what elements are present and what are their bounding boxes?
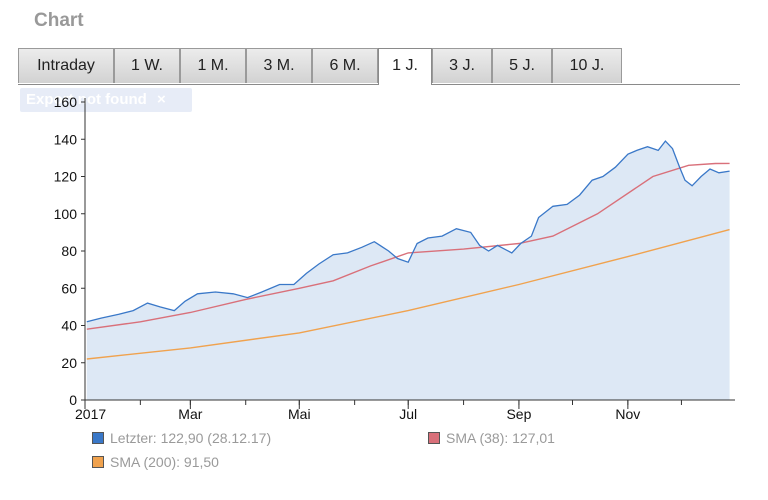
legend-swatch-sma38 bbox=[428, 432, 440, 444]
legend-label-letzter: Letzter: 122,90 (28.12.17) bbox=[110, 430, 272, 446]
chart-heading: Chart bbox=[34, 10, 84, 31]
export-error-text: Export not found bbox=[26, 91, 147, 108]
sma200-line bbox=[86, 228, 730, 360]
export-error-badge: Export not found × bbox=[20, 88, 192, 112]
legend-item-sma200[interactable]: SMA (200): 91,50 bbox=[92, 454, 219, 470]
y-tick-label: 20 bbox=[61, 355, 77, 371]
tab-intraday[interactable]: Intraday bbox=[18, 48, 114, 83]
legend-item-letzter[interactable]: Letzter: 122,90 (28.12.17) bbox=[92, 430, 271, 446]
x-tick-label: Jul bbox=[399, 406, 417, 422]
price-area-fill bbox=[86, 141, 730, 400]
tab-5-j[interactable]: 5 J. bbox=[492, 48, 552, 83]
price-line bbox=[86, 140, 730, 323]
legend-item-sma38[interactable]: SMA (38): 127,01 bbox=[428, 430, 555, 446]
y-tick-label: 80 bbox=[61, 243, 77, 259]
close-icon[interactable]: × bbox=[156, 91, 166, 108]
x-tick-label: Mar bbox=[178, 406, 202, 422]
y-tick-label: 120 bbox=[54, 169, 78, 185]
y-tick-label: 0 bbox=[69, 392, 77, 408]
tab-1-w[interactable]: 1 W. bbox=[114, 48, 180, 83]
sma38-line bbox=[86, 162, 730, 330]
legend-label-sma38: SMA (38): 127,01 bbox=[446, 430, 555, 446]
x-tick-label: Mai bbox=[288, 406, 311, 422]
tab-3-m[interactable]: 3 M. bbox=[246, 48, 312, 83]
y-tick-label: 140 bbox=[54, 131, 78, 147]
legend-swatch-sma200 bbox=[92, 456, 104, 468]
y-tick-label: 40 bbox=[61, 318, 77, 334]
tab-3-j[interactable]: 3 J. bbox=[432, 48, 492, 83]
y-tick-label: 160 bbox=[54, 94, 78, 110]
range-tab-bar: Intraday 1 W. 1 M. 3 M. 6 M. 1 J. 3 J. 5 J. 10 J… bbox=[18, 48, 740, 85]
tab-1-j[interactable]: 1 J. bbox=[378, 48, 432, 85]
x-tick-label: 2017 bbox=[75, 406, 106, 422]
legend-label-sma200: SMA (200): 91,50 bbox=[110, 454, 219, 470]
tab-6-m[interactable]: 6 M. bbox=[312, 48, 378, 83]
y-tick-label: 60 bbox=[61, 280, 77, 296]
tab-1-m[interactable]: 1 M. bbox=[180, 48, 246, 83]
x-tick-label: Nov bbox=[615, 406, 640, 422]
tab-10-j[interactable]: 10 J. bbox=[552, 48, 622, 83]
legend-swatch-letzter bbox=[92, 432, 104, 444]
x-tick-label: Sep bbox=[506, 406, 531, 422]
y-tick-label: 100 bbox=[54, 206, 78, 222]
